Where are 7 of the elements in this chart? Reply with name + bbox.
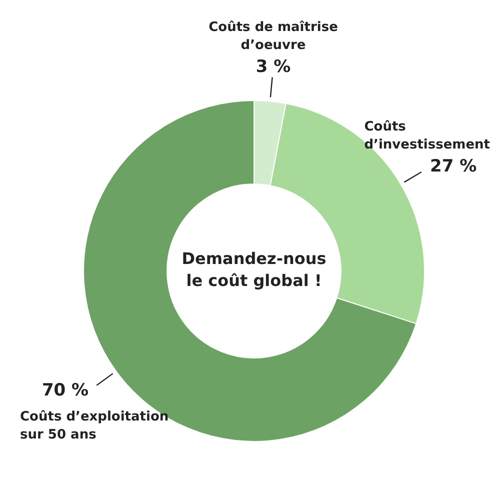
slice-label: Coûts d’exploitation sur 50 ans (20, 410, 169, 443)
data-label: 3 % (256, 56, 291, 77)
slice-label: Coûts d’investissement (364, 119, 490, 152)
text: Demandez-nous le coût global ! (182, 249, 326, 290)
data-label: 70 % (42, 380, 89, 401)
data-label: 27 % (430, 156, 477, 176)
slice-label: Coûts de maîtrise d’oeuvre (208, 20, 338, 53)
